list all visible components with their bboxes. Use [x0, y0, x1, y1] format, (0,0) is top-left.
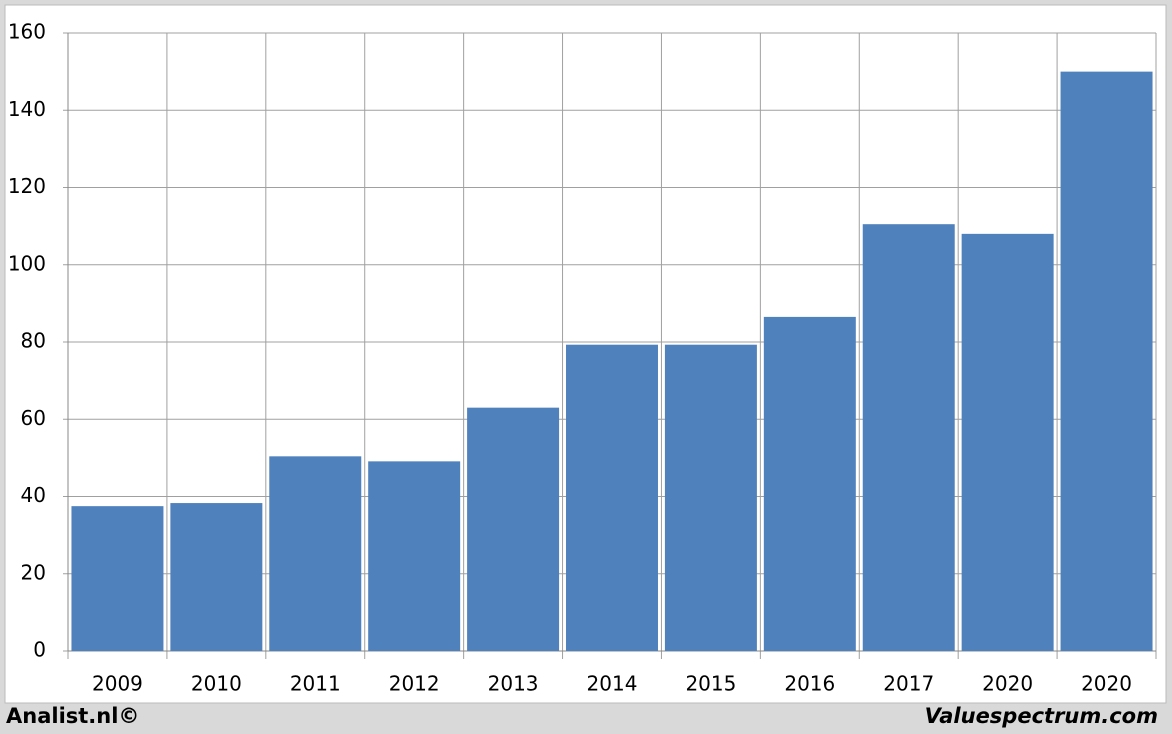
footer-left: Analist.nl© [6, 704, 139, 728]
footer-right: Valuespectrum.com [925, 704, 1158, 728]
y-tick-label: 160 [8, 20, 46, 44]
bar [269, 456, 362, 651]
bar [368, 461, 461, 651]
bar [170, 503, 263, 651]
y-tick-label: 60 [21, 406, 46, 430]
y-tick-label: 80 [21, 329, 46, 353]
y-tick-label: 120 [8, 174, 46, 198]
bar [664, 344, 757, 651]
bar [763, 316, 856, 651]
y-tick-label: 20 [21, 560, 46, 584]
x-tick-label: 2016 [784, 672, 835, 696]
x-tick-label: 2011 [290, 672, 341, 696]
x-tick-label: 2009 [92, 672, 143, 696]
bar [71, 506, 164, 651]
bar [862, 224, 955, 651]
x-tick-label: 2010 [191, 672, 242, 696]
bar [1060, 71, 1153, 651]
x-tick-label: 2013 [488, 672, 539, 696]
x-tick-label: 2015 [685, 672, 736, 696]
x-tick-label: 2017 [883, 672, 934, 696]
bar [566, 344, 658, 651]
y-tick-label: 100 [8, 251, 46, 275]
x-tick-label: 2020 [982, 672, 1033, 696]
x-tick-label: 2012 [389, 672, 440, 696]
bar [961, 233, 1054, 651]
y-tick-label: 0 [33, 638, 46, 662]
x-tick-label: 2014 [587, 672, 638, 696]
y-tick-label: 140 [8, 97, 46, 121]
x-tick-label: 2020 [1081, 672, 1132, 696]
y-tick-label: 40 [21, 483, 46, 507]
bar [467, 407, 560, 651]
